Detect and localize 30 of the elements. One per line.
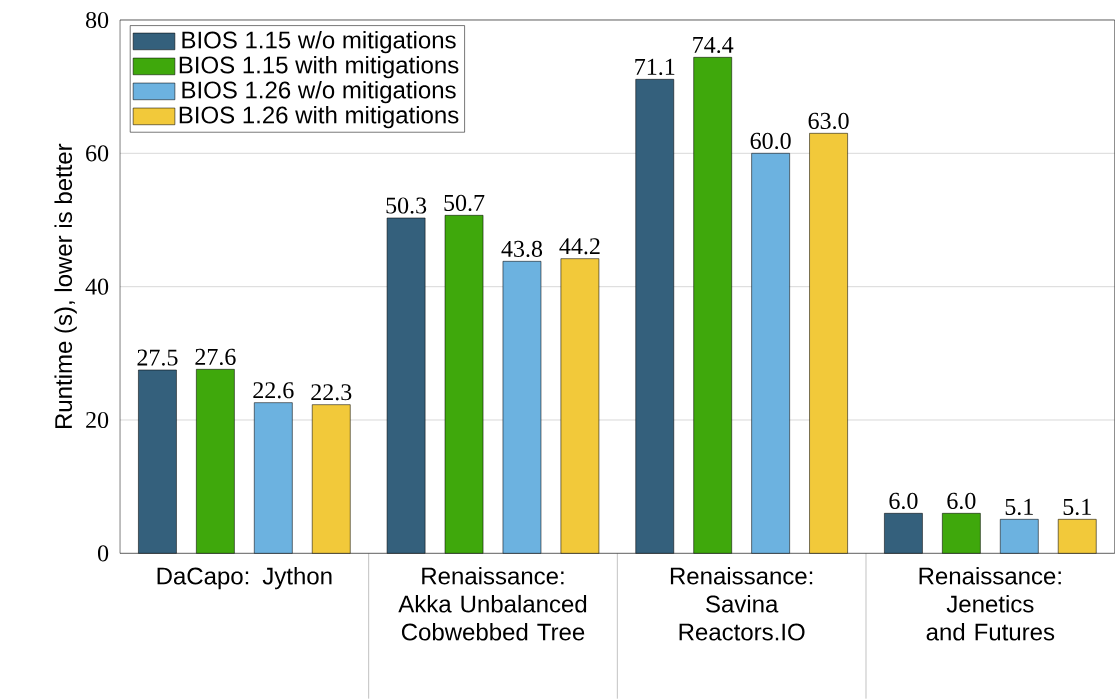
y-tick-label: 20: [86, 411, 109, 429]
legend-label: BIOS 1.26 with mitigations: [179, 105, 459, 129]
x-tick-label: Renaissance: Jenetics and Futures: [919, 566, 1061, 641]
data-label: 71.1: [635, 58, 675, 76]
data-label: 5.1: [1063, 498, 1091, 516]
y-tick-label: 0: [98, 545, 109, 562]
data-label: 44.2: [559, 238, 600, 255]
y-tick-label: 80: [86, 11, 109, 29]
data-label: 27.5: [137, 349, 178, 366]
data-label: 22.6: [253, 382, 294, 399]
x-tick-label: DaCapo: Jython: [157, 566, 332, 590]
data-label: 22.3: [311, 384, 352, 401]
data-label: 74.4: [693, 36, 734, 54]
data-label: 60.0: [750, 132, 791, 150]
data-label: 63.0: [808, 112, 849, 130]
y-tick-label: 60: [86, 145, 109, 162]
data-label: 5.1: [1005, 498, 1033, 516]
data-label: 6.0: [947, 492, 976, 510]
data-label: 43.8: [501, 240, 543, 258]
data-label: 6.0: [889, 492, 918, 510]
x-tick-label: Renaissance: Akka Unbalanced Cobwebbed Tree: [398, 566, 587, 641]
legend-label: BIOS 1.15 with mitigations: [179, 55, 459, 79]
legend-label: BIOS 1.26 w/o mitigations: [182, 80, 456, 104]
y-axis-title: Runtime (s), lower is better: [54, 143, 77, 429]
y-tick-label: 40: [85, 278, 109, 295]
data-label: 27.6: [195, 348, 236, 366]
data-label: 50.3: [386, 197, 427, 214]
data-label: 50.7: [444, 194, 485, 212]
legend-label: BIOS 1.15 w/o mitigations: [182, 30, 456, 54]
x-tick-label: Renaissance: Savina Reactors.IO: [670, 566, 813, 641]
